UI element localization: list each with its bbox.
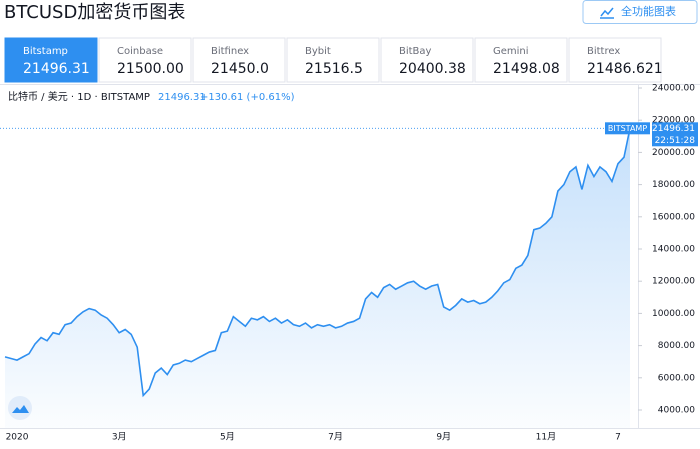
y-tick-label: 6000.00 [658, 373, 695, 383]
tab-name[interactable]: Bitfinex [211, 46, 249, 57]
button-label[interactable]: 全功能图表 [621, 4, 676, 18]
tab-price[interactable]: 21496.31 [23, 61, 90, 77]
full-chart-button[interactable]: 全功能图表 [582, 0, 698, 24]
tab-price[interactable]: 21450.0 [211, 61, 269, 77]
x-tick-label: 11月 [536, 432, 556, 443]
price-line [4, 128, 631, 398]
y-tick-label: 16000.00 [652, 212, 695, 222]
y-tick-label: 22000.00 [652, 116, 695, 126]
x-tick-label: 7 [615, 433, 621, 443]
last-price: 21496.31 [158, 92, 206, 103]
tab-price[interactable]: 20400.38 [399, 61, 466, 77]
x-tick-label: 3月 [112, 432, 127, 443]
y-tick-label: 8000.00 [658, 341, 695, 351]
exchange-tab[interactable]: Gemini 21498.08 [474, 37, 568, 83]
y-tick-label: 20000.00 [652, 148, 695, 158]
x-tick-label: 9月 [436, 432, 451, 443]
tab-name[interactable]: Bitstamp [23, 46, 68, 57]
tab-bg[interactable] [568, 37, 662, 83]
price-tag-bg [652, 122, 698, 147]
tab-bg[interactable] [192, 37, 286, 83]
tab-bg[interactable] [474, 37, 568, 83]
tab-bg[interactable] [4, 37, 98, 83]
tab-name[interactable]: Bybit [305, 46, 331, 57]
area-fill [5, 128, 630, 428]
exchange-tab[interactable]: Bitstamp 21496.31 [4, 37, 98, 83]
x-tick-label: 5月 [220, 432, 235, 443]
exchange-tag: BITSTAMP [608, 124, 647, 133]
time-tag: 22:51:28 [655, 136, 696, 146]
x-tick-label: 2020 [6, 433, 29, 443]
tab-name[interactable]: Gemini [493, 46, 529, 57]
tab-price[interactable]: 21516.5 [305, 61, 363, 77]
exchange-tab[interactable]: Bybit 21516.5 [286, 37, 380, 83]
tab-bg[interactable] [286, 37, 380, 83]
tab-price[interactable]: 21486.621 [587, 61, 663, 77]
tab-bg[interactable] [98, 37, 192, 83]
tab-name[interactable]: Bittrex [587, 46, 620, 57]
y-tick-label: 4000.00 [658, 406, 695, 416]
button-icon[interactable] [600, 7, 614, 19]
tab-price[interactable]: 21498.08 [493, 61, 560, 77]
tab-name[interactable]: Coinbase [117, 46, 163, 57]
y-tick-label: 24000.00 [652, 84, 695, 94]
y-tick-label: 18000.00 [652, 180, 695, 190]
exchange-tab[interactable]: BitBay 20400.38 [380, 37, 474, 83]
exchange-tab[interactable]: Bitfinex 21450.0 [192, 37, 286, 83]
exchange-tab[interactable]: Bittrex 21486.621 [568, 37, 663, 83]
page-title: BTCUSD加密货币图表 [4, 2, 185, 23]
exchange-tag-bg [605, 122, 650, 135]
tab-bg[interactable] [380, 37, 474, 83]
tab-name[interactable]: BitBay [399, 46, 432, 57]
exchange-tab[interactable]: Coinbase 21500.00 [98, 37, 192, 83]
y-tick-label: 12000.00 [652, 277, 695, 287]
x-tick-label: 7月 [328, 432, 343, 443]
price-tag: 21496.31 [652, 124, 695, 134]
tab-price[interactable]: 21500.00 [117, 61, 184, 77]
change-label: +130.61 (+0.61%) [200, 92, 295, 103]
symbol-label: 比特币 / 美元 · 1D · BITSTAMP [8, 90, 150, 103]
y-tick-label: 14000.00 [652, 245, 695, 255]
y-tick-label: 10000.00 [652, 309, 695, 319]
